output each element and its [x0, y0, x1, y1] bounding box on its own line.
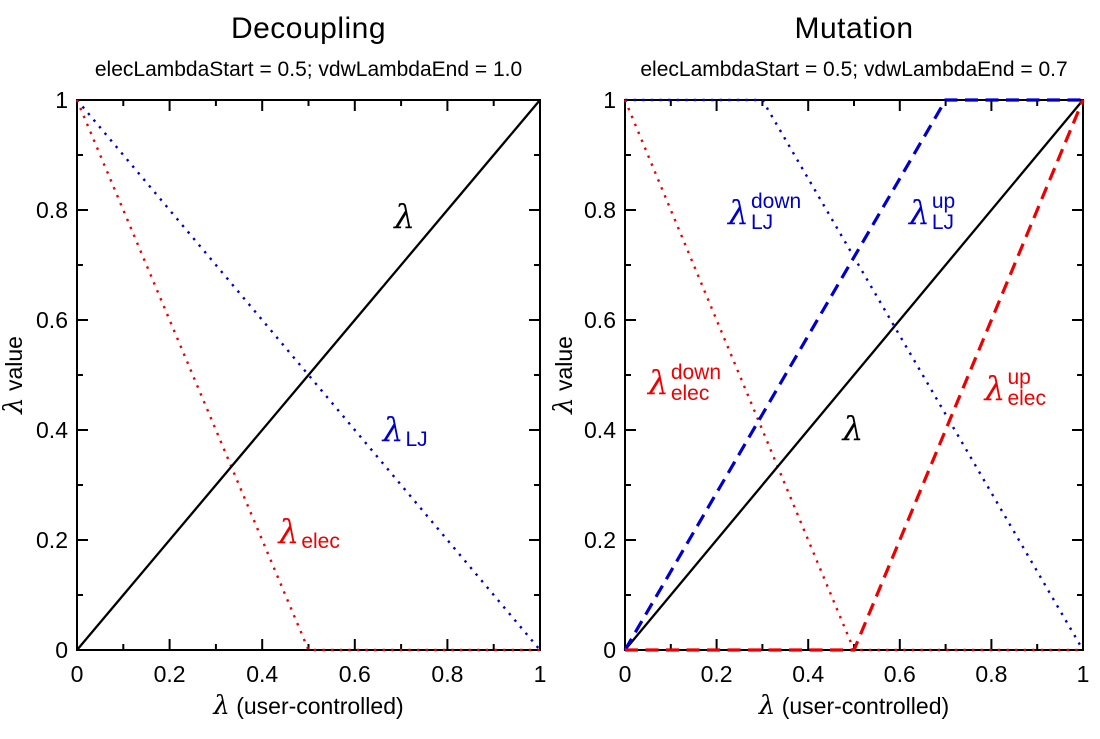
y-tick-label: 0.6	[36, 307, 68, 333]
x-tick-label: 0.4	[246, 661, 278, 687]
y-tick-label: 0.2	[584, 527, 616, 553]
y-tick-label: 0.8	[584, 197, 616, 223]
x-tick-label: 0.6	[339, 661, 371, 687]
mutation-panel: Mutation elecLambdaStart = 0.5; vdwLambd…	[550, 0, 1100, 739]
decoupling-plot: 00 0.2 0.2 0.4 0.4 0.6 0.6 0.8 0.8 1 1 λ (user-cont…	[0, 87, 547, 721]
series-lambda	[76, 99, 541, 651]
chart-subtitle-mutation: elecLambdaStart = 0.5; vdwLambdaEnd = 0.…	[640, 58, 1068, 81]
x-axis-label: λ (user-controlled)	[212, 691, 403, 721]
y-tick-label: 0.8	[36, 197, 68, 223]
chart-title-mutation: Mutation	[794, 12, 914, 45]
y-tick-label: 0	[603, 637, 616, 663]
x-axis-label: λ (user-controlled)	[758, 691, 949, 721]
y-tick-label: 0.6	[584, 307, 616, 333]
chart-title-decoupling: Decoupling	[230, 12, 387, 45]
x-tick-label: 0.8	[975, 661, 1007, 687]
x-tick-label: 1	[1077, 661, 1090, 687]
decoupling-panel: Decoupling elecLambdaStart = 0.5; vdwLam…	[0, 12, 547, 721]
x-tick-label: 1	[534, 661, 547, 687]
y-tick-label: 1	[55, 87, 68, 113]
x-tick-label: 0.4	[792, 661, 824, 687]
y-tick-label: 0.4	[584, 417, 616, 443]
series-lambda_LJ_up	[623, 98, 1083, 651]
x-tick-label: 0.2	[154, 661, 186, 687]
y-axis-label: λ value	[0, 336, 29, 415]
series-lambda	[624, 99, 1084, 651]
x-tick-label: 0	[619, 661, 632, 687]
x-tick-label: 0.6	[884, 661, 916, 687]
y-axis-label: λ value	[550, 336, 579, 415]
x-tick-label: 0.2	[701, 661, 733, 687]
y-tick-label: 1	[603, 87, 616, 113]
x-tick-label: 0	[71, 661, 84, 687]
y-tick-label: 0.2	[36, 527, 68, 553]
chart-subtitle-decoupling: elecLambdaStart = 0.5; vdwLambdaEnd = 1.…	[94, 58, 523, 81]
series-lambda_elec_up	[625, 99, 1085, 652]
mutation-plot: 00 0.2 0.2 0.4 0.4 0.6 0.6 0.8 0.8 1 1 λ (user-cont…	[550, 87, 1090, 721]
x-tick-label: 0.8	[431, 661, 463, 687]
y-tick-label: 0.4	[36, 417, 68, 443]
series-lambda_elec	[75, 99, 540, 652]
y-tick-label: 0	[55, 637, 68, 663]
